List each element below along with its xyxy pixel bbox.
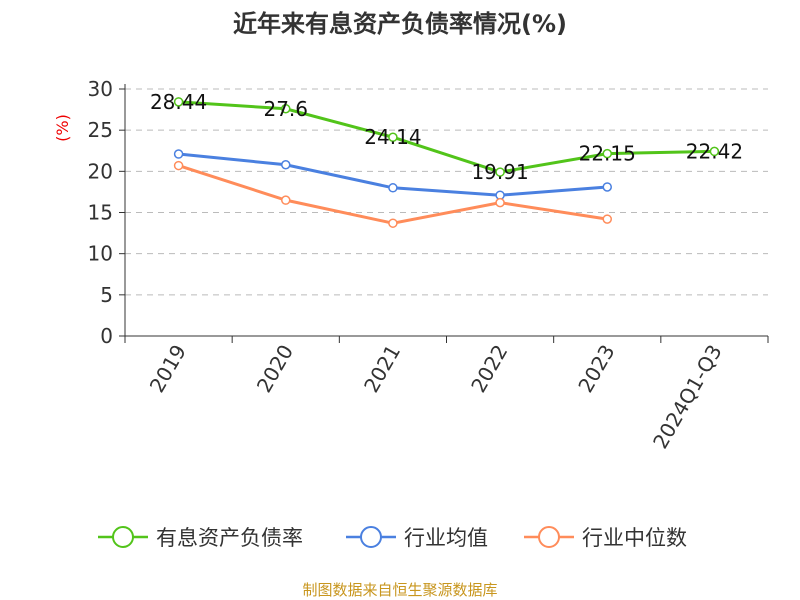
- data-point: [602, 214, 612, 224]
- data-point: [602, 148, 612, 159]
- data-point: [173, 160, 184, 171]
- legend-item[interactable]: 行业均值: [346, 526, 488, 550]
- data-label: 27.6: [263, 97, 308, 121]
- legend-label: 行业中位数: [582, 526, 687, 550]
- y-tick-label: 20: [88, 159, 113, 183]
- series-line: [178, 100, 715, 174]
- data-point: [602, 182, 612, 192]
- data-label: 24.14: [364, 125, 421, 149]
- data-point: [173, 97, 184, 107]
- data-label: 22.15: [579, 142, 636, 166]
- data-point: [388, 132, 398, 142]
- y-tick-label: 25: [88, 118, 113, 142]
- data-label: 28.44: [150, 90, 207, 114]
- legend-item[interactable]: 有息资产负债率: [98, 526, 303, 550]
- data-point: [281, 195, 291, 205]
- data-point: [388, 183, 398, 193]
- legend-item[interactable]: 行业中位数: [524, 526, 687, 550]
- x-tick-label: 2020: [252, 341, 298, 397]
- y-tick-label: 15: [88, 201, 113, 225]
- legend-marker-icon: [538, 526, 560, 548]
- x-tick-label: 2024Q1-Q3: [648, 341, 727, 453]
- data-label: 22.42: [686, 139, 743, 163]
- data-label: 19.91: [471, 160, 528, 184]
- y-tick-label: 30: [88, 77, 113, 101]
- source-note: 制图数据来自恒生聚源数据库: [302, 581, 497, 599]
- data-point: [709, 146, 720, 157]
- x-tick-label: 2023: [573, 341, 619, 397]
- y-tick-label: 5: [100, 283, 113, 307]
- chart-title: 近年来有息资产负债率情况(%): [233, 10, 567, 38]
- data-point: [495, 167, 505, 177]
- legend-label: 有息资产负债率: [156, 526, 303, 550]
- series-line: [178, 164, 608, 225]
- y-tick-label: 0: [100, 324, 113, 348]
- data-point: [281, 159, 291, 170]
- x-tick-label: 2022: [466, 341, 512, 397]
- data-point: [495, 197, 505, 208]
- x-tick-label: 2019: [145, 341, 191, 397]
- data-point: [173, 149, 184, 159]
- data-point: [388, 218, 398, 228]
- legend-label: 行业均值: [404, 526, 488, 550]
- x-tick-label: 2021: [359, 341, 405, 397]
- y-axis-label: (%): [53, 114, 72, 142]
- legend-marker-icon: [112, 526, 134, 548]
- legend-marker-icon: [360, 526, 382, 548]
- y-tick-label: 10: [88, 242, 113, 266]
- data-point: [281, 104, 291, 114]
